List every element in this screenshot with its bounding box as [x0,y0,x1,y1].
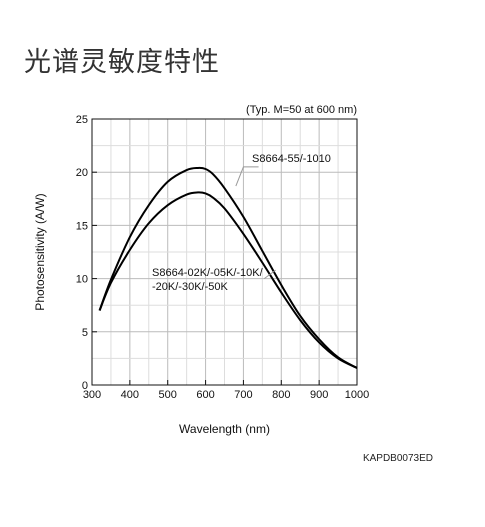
measurement-note: (Typ. M=50 at 600 nm) [246,104,357,116]
x-tick-label-600: 600 [196,389,214,401]
x-tick-label-1000: 1000 [345,389,369,401]
y-tick-label-20: 20 [76,167,88,179]
y-axis-label: Photosensitivity (A/W) [33,193,47,310]
label-leader-0 [235,166,259,187]
x-tick-label-800: 800 [272,389,290,401]
x-tick-label-500: 500 [159,389,177,401]
page-title: 光谱灵敏度特性 [24,47,220,78]
y-tick-label-5: 5 [82,327,88,339]
series-label-s8664-02k-line2: -20K/-30K/-50K [152,281,228,293]
x-tick-label-700: 700 [234,389,252,401]
y-tick-label-0: 0 [82,380,88,392]
series-lines [98,166,358,369]
label-leaders [235,166,276,280]
x-axis-label: Wavelength (nm) [179,422,270,436]
axis-ticks: 300 400 500 600 700 800 900 1000 0 5 10 15 20 25 [76,114,369,401]
label-leader-1 [263,269,276,280]
figure-code: KAPDB0073ED [362,453,433,464]
x-tick-label-900: 900 [310,389,328,401]
x-tick-label-300: 300 [83,389,101,401]
y-tick-label-10: 10 [76,274,88,286]
series-line-1 [98,191,358,369]
series-label-s8664-55: S8664-55/-1010 [252,153,331,165]
series-label-s8664-02k-line1: S8664-02K/-05K/-10K/ [152,267,264,279]
plot-frame [91,118,358,386]
y-tick-label-15: 15 [76,220,88,232]
series-line-0 [98,166,358,369]
y-tick-label-25: 25 [76,114,88,126]
x-tick-label-400: 400 [121,389,139,401]
